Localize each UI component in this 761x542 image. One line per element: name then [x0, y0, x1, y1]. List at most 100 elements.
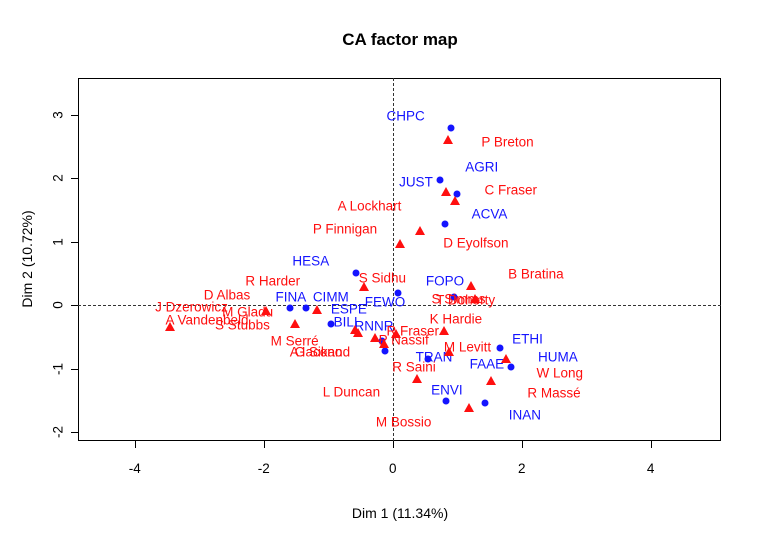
committee-point	[453, 190, 461, 197]
individual-point	[470, 293, 481, 303]
individual-label: D Albas	[203, 287, 251, 303]
y-axis-label: Dim 2 (10.72%)	[19, 210, 35, 308]
committee-label: ENVI	[431, 382, 463, 398]
x-tick-label: -2	[257, 461, 270, 476]
x-axis-label: Dim 1 (11.34%)	[351, 505, 449, 521]
individual-label: A Iacono	[289, 344, 343, 360]
committee-label: FAAE	[469, 356, 505, 372]
individual-label: R Fraser	[386, 323, 439, 339]
individual-point	[378, 338, 389, 348]
individual-label: M Bossio	[375, 414, 432, 430]
y-tick-label: -2	[50, 426, 66, 439]
individual-label: B Bratina	[508, 266, 564, 282]
committee-label: HESA	[292, 253, 330, 269]
individual-label: T Doherty	[436, 292, 496, 308]
y-tick-label: -1	[50, 362, 66, 375]
y-tick-label: 3	[50, 111, 66, 119]
committee-point	[441, 220, 449, 228]
individual-point	[164, 322, 175, 332]
committee-label: FEWO	[364, 294, 406, 310]
committee-label: ESPE	[330, 301, 367, 317]
individual-point	[442, 135, 453, 145]
committee-label: CHPC	[386, 108, 425, 124]
committee-label: CIMM	[312, 289, 349, 305]
zero-y-dashed-line	[78, 305, 721, 307]
y-axis-tick	[71, 305, 78, 307]
y-axis-tick	[71, 241, 78, 243]
committee-label: ACVA	[471, 206, 508, 222]
individual-label: G Sikand	[294, 344, 351, 360]
individual-point	[359, 282, 370, 292]
committee-point	[450, 293, 458, 301]
committee-label: AGRI	[465, 159, 499, 175]
x-tick-label: 4	[646, 461, 655, 476]
individual-point	[439, 325, 450, 335]
zero-x-dashed-line	[392, 78, 394, 441]
individual-point	[311, 305, 322, 315]
individual-point	[369, 333, 380, 343]
individual-point	[394, 239, 405, 249]
committee-point	[507, 363, 515, 371]
y-axis-tick	[71, 368, 78, 370]
chart-title: CA factor map	[342, 30, 458, 49]
committee-point	[286, 304, 294, 312]
individual-label: S Sidhu	[358, 270, 407, 286]
x-tick-label: 2	[517, 461, 526, 476]
y-axis-tick	[71, 178, 78, 180]
individual-label: K Hardie	[429, 311, 483, 327]
individual-label: R Saini	[392, 359, 436, 375]
individual-point	[444, 347, 455, 357]
x-tick-label: -4	[128, 461, 141, 476]
individual-label: M Levitt	[443, 339, 492, 355]
individual-label: P Breton	[481, 134, 534, 150]
committee-point	[352, 269, 360, 277]
individual-label: R Harder	[245, 273, 301, 289]
committee-label: FOPO	[425, 273, 465, 289]
x-tick-label: 0	[388, 461, 397, 476]
individual-label: P Nassif	[378, 332, 429, 348]
committee-label: RNNR	[354, 318, 394, 334]
committee-point	[381, 347, 389, 355]
individual-label: M Serré	[270, 333, 319, 349]
individual-label: S Simms	[431, 291, 486, 307]
committee-label: JUST	[399, 174, 433, 190]
individual-point	[352, 328, 363, 338]
committee-label: HUMA	[537, 349, 578, 365]
committee-point	[481, 399, 489, 407]
individual-label: W Long	[536, 365, 584, 381]
individual-label: L Duncan	[322, 384, 381, 400]
individual-point	[486, 376, 497, 386]
plot-area	[78, 78, 721, 441]
x-axis-tick	[650, 441, 652, 448]
committee-label: INAN	[508, 407, 542, 423]
x-axis-tick	[134, 441, 136, 448]
individual-point	[260, 305, 271, 315]
committee-label: TRAN	[415, 349, 453, 365]
x-axis-tick	[521, 441, 523, 448]
individual-point	[440, 187, 451, 197]
individual-label: M Gladu	[222, 304, 274, 320]
individual-point	[449, 196, 460, 206]
individual-point	[414, 225, 425, 235]
x-axis-tick	[263, 441, 265, 448]
y-axis-tick	[71, 432, 78, 434]
committee-label: ETHI	[512, 331, 543, 347]
individual-label: A Vandenbeld	[165, 312, 249, 328]
individual-label: D Eyolfson	[443, 235, 509, 251]
individual-label: C Fraser	[484, 182, 538, 198]
individual-label: A Lockhart	[337, 198, 402, 214]
individual-point	[289, 319, 300, 329]
committee-point	[327, 320, 335, 328]
y-axis-tick	[71, 114, 78, 116]
committee-point	[447, 124, 455, 132]
committee-point	[424, 355, 432, 363]
y-tick-label: 0	[50, 301, 66, 309]
committee-point	[442, 397, 450, 405]
committee-point	[394, 289, 402, 296]
individual-label: J Dzerowicz	[155, 299, 228, 315]
individual-label: R Massé	[527, 385, 581, 401]
committee-label: FINA	[275, 289, 307, 305]
x-axis-tick	[392, 441, 394, 448]
individual-label: P Finnigan	[312, 221, 378, 237]
